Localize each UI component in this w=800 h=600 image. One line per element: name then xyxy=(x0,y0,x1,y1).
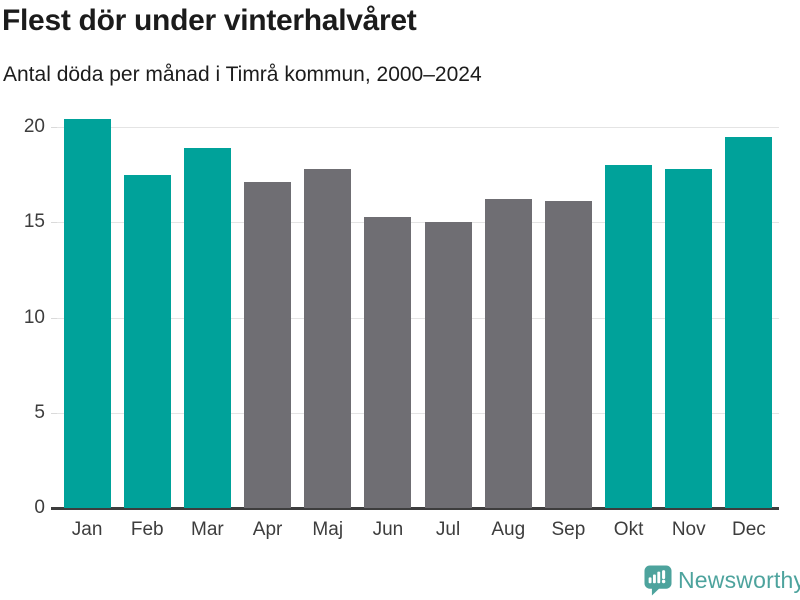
gridline-5 xyxy=(57,412,779,414)
logo-exclamation-line xyxy=(662,570,666,580)
bar-jul xyxy=(424,222,472,508)
gridline-10 xyxy=(57,317,779,319)
bar-jan xyxy=(63,119,111,508)
x-axis-label-okt: Okt xyxy=(613,519,644,540)
y-axis-label-5: 5 xyxy=(34,401,45,423)
bar-okt xyxy=(605,165,653,508)
bar-mar xyxy=(183,147,231,508)
newsworthy-logo-icon xyxy=(644,565,672,596)
bar-maj xyxy=(304,168,352,508)
x-axis-label-feb: Feb xyxy=(130,519,164,540)
newsworthy-logo-text: Newsworthy xyxy=(678,567,800,593)
x-axis-label-apr: Apr xyxy=(252,519,283,540)
y-axis: 0 5 10 15 20 xyxy=(0,0,45,600)
x-axis-label-maj: Maj xyxy=(312,519,344,540)
x-axis-label-aug: Aug xyxy=(491,519,526,540)
plot xyxy=(51,119,779,510)
x-axis: Jan Feb Mar Apr Maj Jun Jul Aug Sep Okt Nov Dec xyxy=(57,519,779,545)
x-axis-label-jun: Jun xyxy=(372,519,404,540)
logo-exclamation-dot xyxy=(661,579,666,584)
y-axis-label-10: 10 xyxy=(23,306,45,328)
y-tick-5 xyxy=(51,412,57,414)
x-axis-label-sep: Sep xyxy=(551,519,586,540)
x-axis-label-jul: Jul xyxy=(435,519,461,540)
logo-mini-bar-2 xyxy=(652,574,656,584)
gridline-20 xyxy=(57,127,779,128)
y-axis-label-20: 20 xyxy=(23,116,45,137)
x-axis-line xyxy=(51,507,779,510)
gridline-15 xyxy=(57,222,779,224)
chart-title: Flest dör under vinterhalvåret xyxy=(2,4,417,37)
y-tick-10 xyxy=(51,317,57,319)
y-tick-20 xyxy=(51,127,57,128)
bar-jun xyxy=(364,216,412,508)
chart-subtitle: Antal döda per månad i Timrå kommun, 200… xyxy=(3,63,482,86)
y-axis-label-15: 15 xyxy=(23,211,45,233)
bar-aug xyxy=(484,199,532,508)
x-axis-label-mar: Mar xyxy=(191,519,224,540)
bar-apr xyxy=(244,182,292,508)
bar-feb xyxy=(123,174,171,508)
x-axis-label-jan: Jan xyxy=(71,519,103,540)
logo-mini-bar-1 xyxy=(648,577,652,584)
logo-mini-bar-3 xyxy=(657,571,661,584)
bar-sep xyxy=(544,201,592,508)
x-axis-label-dec: Dec xyxy=(732,519,766,540)
branding: Newsworthy xyxy=(644,565,800,597)
bar-dec xyxy=(725,136,773,508)
y-axis-label-0: 0 xyxy=(34,497,45,518)
x-axis-label-nov: Nov xyxy=(671,519,706,540)
y-tick-15 xyxy=(51,222,57,224)
bar-nov xyxy=(665,168,713,508)
